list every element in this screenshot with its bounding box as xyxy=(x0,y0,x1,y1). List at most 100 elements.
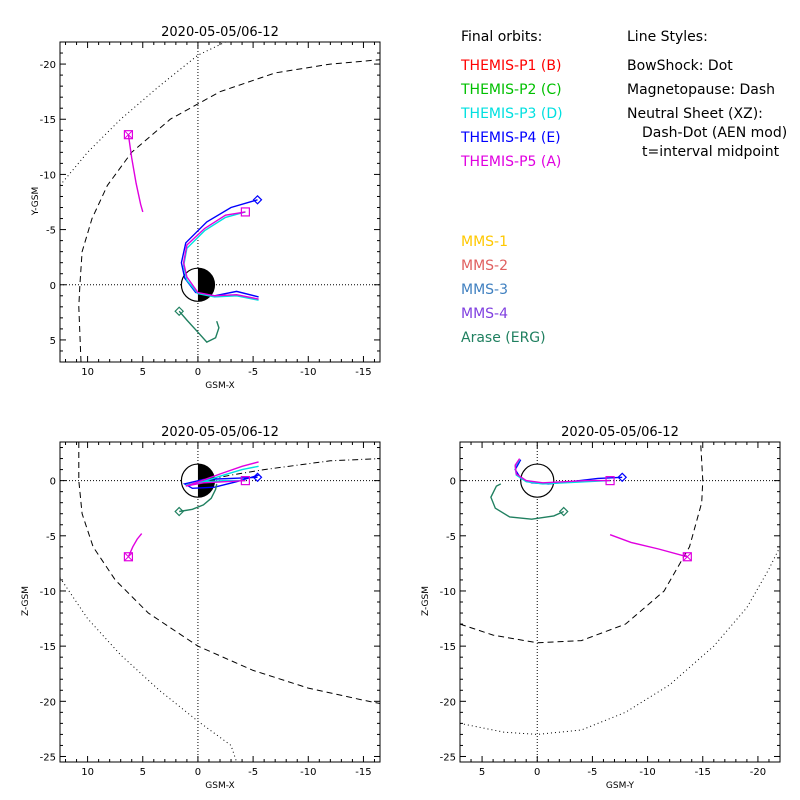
boundary-dash xyxy=(78,442,380,704)
y-tick-label: -15 xyxy=(440,642,456,653)
legend: Final orbits: THEMIS-P1 (B) THEMIS-P2 (C… xyxy=(460,29,787,346)
legend-mission-mms1: MMS-1 xyxy=(461,234,508,250)
orbit-track-erg xyxy=(178,310,220,343)
legend-orbit-p3: THEMIS-P3 (D) xyxy=(460,106,563,122)
x-tick-label: -15 xyxy=(355,767,371,778)
y-axis-label: Z-GSM xyxy=(21,586,31,616)
x-tick-label: 0 xyxy=(534,767,540,778)
y-tick-label: -10 xyxy=(40,170,56,181)
y-tick-label: 0 xyxy=(50,281,56,292)
y-tick-label: -10 xyxy=(440,587,456,598)
x-tick-label: -5 xyxy=(587,767,597,778)
x-tick-label: 0 xyxy=(195,767,201,778)
axes-frame xyxy=(59,441,381,763)
x-tick-label: 5 xyxy=(140,767,146,778)
orbit-track-p5 xyxy=(127,134,144,213)
y-tick-label: -5 xyxy=(446,532,456,543)
marker-diamond xyxy=(558,506,569,517)
boundary-dot xyxy=(60,42,226,186)
marker-diamond xyxy=(174,306,185,317)
orbit-track-p5 xyxy=(127,533,143,558)
marker-diamond xyxy=(174,506,185,517)
y-tick-label: -5 xyxy=(46,532,56,543)
legend-style-dashdot: Dash-Dot (AEN mod) xyxy=(642,125,787,141)
legend-mission-mms3: MMS-3 xyxy=(461,282,508,298)
legend-style-bowshock: BowShock: Dot xyxy=(627,58,733,74)
marker-square xyxy=(240,476,250,486)
panel-title: 2020-05-05/06-12 xyxy=(161,25,279,40)
panel-title: 2020-05-05/06-12 xyxy=(161,425,279,440)
plot-panel-xz: 2020-05-05/06-12 GSM-X Z-GSM 10 5 0 -5 -10 -1… xyxy=(21,425,381,791)
y-tick-label: 0 xyxy=(450,477,456,488)
legend-orbit-p1: THEMIS-P1 (B) xyxy=(460,58,561,74)
legend-style-neutral-sheet: Neutral Sheet (XZ): xyxy=(627,106,763,122)
boundary-dashdot xyxy=(197,458,380,483)
plot-panel-xy: 2020-05-05/06-12 GSM-X Y-GSM 10 5 0 -5 -10 -1… xyxy=(31,25,381,391)
x-tick-label: 5 xyxy=(140,367,146,378)
panel-title: 2020-05-05/06-12 xyxy=(561,425,679,440)
x-tick-label: -10 xyxy=(300,767,316,778)
orbit-track-p3 xyxy=(182,211,259,301)
x-axis-label: GSM-X xyxy=(205,781,234,791)
y-tick-label: -20 xyxy=(40,60,56,71)
y-axis-label: Z-GSM xyxy=(421,586,431,616)
x-axis-label: GSM-X xyxy=(205,381,234,391)
legend-mission-mms2: MMS-2 xyxy=(461,258,508,274)
legend-mission-mms4: MMS-4 xyxy=(461,306,508,322)
x-tick-label: -15 xyxy=(695,767,711,778)
legend-orbit-p5: THEMIS-P5 (A) xyxy=(460,154,561,170)
marker-square xyxy=(605,476,615,486)
y-axis-label: Y-GSM xyxy=(31,187,41,216)
earth-icon xyxy=(520,463,555,498)
legend-orbits-header: Final orbits: xyxy=(461,29,542,45)
x-tick-label: 5 xyxy=(479,767,485,778)
y-tick-label: 5 xyxy=(50,336,56,347)
axes-frame xyxy=(59,41,381,363)
marker-diamond xyxy=(617,472,628,483)
plot-body: 5 0 -5 -10 -15 -20 0 -5 -10 -15 -20 -25 xyxy=(440,441,781,778)
x-tick-label: 10 xyxy=(81,767,94,778)
x-tick-label: 0 xyxy=(195,367,201,378)
x-tick-label: -10 xyxy=(300,367,316,378)
legend-orbit-p4: THEMIS-P4 (E) xyxy=(460,130,561,146)
legend-style-magnetopause: Magnetopause: Dash xyxy=(627,82,775,98)
y-tick-label: -5 xyxy=(46,226,56,237)
boundary-dot xyxy=(60,577,238,762)
marker-square xyxy=(123,130,134,140)
plot-panel-yz: 2020-05-05/06-12 GSM-Y Z-GSM 5 0 -5 -10 -15 -… xyxy=(421,425,781,791)
boundary-dash xyxy=(78,59,380,362)
marker-diamond xyxy=(252,472,263,483)
y-tick-label: -20 xyxy=(40,697,56,708)
y-tick-label: -25 xyxy=(440,752,456,763)
marker-cross xyxy=(124,130,133,140)
plot-body: 10 5 0 -5 -10 -15 0 -5 -10 -15 -20 -25 xyxy=(40,441,381,778)
y-tick-label: -25 xyxy=(40,752,56,763)
marker-cross xyxy=(124,552,133,562)
orbit-track-erg xyxy=(179,483,218,513)
y-tick-label: -10 xyxy=(40,587,56,598)
legend-styles-header: Line Styles: xyxy=(627,29,708,45)
plot-body: 10 5 0 -5 -10 -15 5 0 -5 -10 -15 -20 xyxy=(40,41,381,378)
marker-cross xyxy=(682,552,692,562)
orbit-track-p5 xyxy=(185,461,259,487)
orbit-track-p5 xyxy=(609,534,688,558)
legend-style-midpoint: t=interval midpoint xyxy=(642,144,780,160)
y-tick-label: 0 xyxy=(50,477,56,488)
x-tick-label: 10 xyxy=(81,367,94,378)
marker-square xyxy=(123,552,134,562)
orbit-track-p5 xyxy=(514,458,611,484)
plot-area xyxy=(460,442,780,735)
x-tick-label: -5 xyxy=(248,367,258,378)
plot-area xyxy=(60,42,380,362)
x-tick-label: -15 xyxy=(355,367,371,378)
y-tick-label: -15 xyxy=(40,115,56,126)
boundary-dot xyxy=(460,546,780,735)
orbit-track-erg xyxy=(490,483,564,520)
orbit-track-p4 xyxy=(180,199,259,298)
x-tick-label: -10 xyxy=(639,767,655,778)
marker-diamond xyxy=(252,194,263,205)
x-tick-label: -20 xyxy=(750,767,766,778)
marker-square xyxy=(240,207,250,217)
x-axis-label: GSM-Y xyxy=(606,781,635,791)
